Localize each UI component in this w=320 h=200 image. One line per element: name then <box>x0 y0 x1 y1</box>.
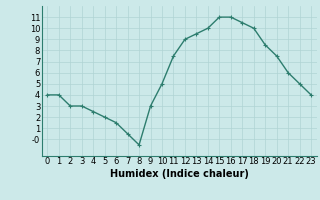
X-axis label: Humidex (Indice chaleur): Humidex (Indice chaleur) <box>110 169 249 179</box>
